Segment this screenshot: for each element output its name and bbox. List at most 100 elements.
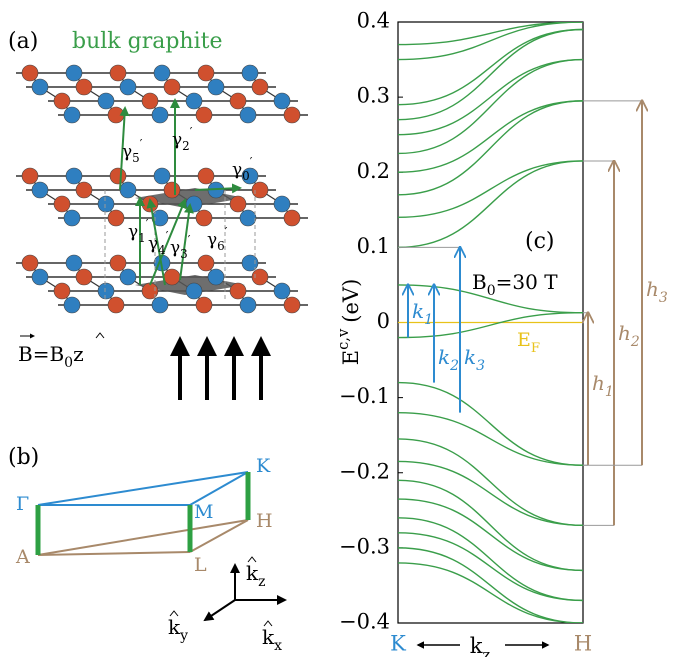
landau-level — [398, 60, 583, 135]
bz-edge — [38, 552, 190, 555]
atom — [240, 210, 256, 226]
panel-b-label: (b) — [8, 445, 39, 470]
atom — [76, 79, 92, 95]
atom — [274, 93, 290, 109]
landau-level — [398, 563, 583, 623]
landau-level — [398, 161, 583, 247]
x-axis-label-part: z — [482, 647, 490, 657]
hopping-label-part: 3 — [180, 247, 188, 261]
hopping-label-part: ′ — [140, 137, 143, 151]
hopping-label-part: 6 — [217, 239, 225, 253]
atom — [54, 196, 70, 212]
k-axis-label-part: x — [274, 638, 282, 654]
y-tick-label: 0.3 — [357, 84, 390, 108]
atom — [274, 283, 290, 299]
y-axis-label-part: (eV) — [339, 279, 363, 323]
h-transition-label: h2 — [618, 321, 640, 351]
atom — [164, 182, 180, 198]
atom — [54, 93, 70, 109]
k-transition-label: k3 — [464, 345, 485, 375]
atom — [108, 297, 124, 313]
atom — [274, 196, 290, 212]
y-tick-label: 0 — [377, 309, 390, 333]
atom — [98, 283, 114, 299]
landau-level — [398, 22, 583, 60]
h-transition-label: h1 — [592, 371, 614, 401]
hopping-label-part: 1 — [138, 231, 146, 245]
atom — [154, 168, 170, 184]
field-value-label-part: B — [472, 270, 487, 294]
atom — [120, 79, 136, 95]
x-axis-label-part: k — [470, 634, 483, 657]
h-transition-label-part: h — [618, 321, 631, 345]
atom — [110, 255, 126, 271]
field-value-label-part: =30 T — [496, 270, 559, 294]
fermi-label: EF — [517, 329, 540, 356]
hopping-label-part: 2 — [182, 139, 190, 153]
k-axis-label-part: k — [262, 625, 275, 649]
hopping-label: γ5′ — [122, 137, 143, 165]
bz-point-label: Γ — [16, 493, 29, 515]
y-tick-label: 0.1 — [357, 234, 390, 258]
atom — [22, 168, 38, 184]
atom — [230, 93, 246, 109]
atom — [208, 269, 224, 285]
atom — [252, 79, 268, 95]
hopping-label: γ4′ — [148, 229, 169, 257]
atom — [76, 182, 92, 198]
atom — [242, 255, 258, 271]
atom — [284, 210, 300, 226]
atom — [22, 65, 38, 81]
hopping-label-part: 5 — [132, 151, 140, 165]
atom — [196, 107, 212, 123]
atom — [120, 182, 136, 198]
atom — [64, 107, 80, 123]
k-axis-label: kz — [246, 561, 266, 591]
k-axis-label-part: z — [258, 574, 265, 590]
landau-level — [398, 518, 583, 601]
hopping-label-part: ′ — [250, 155, 253, 169]
atom — [230, 196, 246, 212]
field-label: B=B0z — [18, 342, 84, 372]
atom — [154, 65, 170, 81]
atom — [186, 93, 202, 109]
atom — [240, 297, 256, 313]
field-label-part: z — [73, 342, 84, 366]
atom — [208, 79, 224, 95]
atom — [196, 210, 212, 226]
field-label-part: 0 — [64, 355, 73, 371]
bz-point-label: M — [194, 501, 213, 523]
atom — [284, 297, 300, 313]
panel-c-label: (c) — [525, 229, 555, 254]
atom — [186, 283, 202, 299]
h-transition-label-part: h — [646, 277, 659, 301]
hopping-label-part: γ — [172, 130, 182, 150]
atom — [198, 168, 214, 184]
atom — [66, 65, 82, 81]
hopping-label: γ3′ — [170, 233, 191, 261]
x-tick-label: H — [574, 632, 592, 656]
hopping-label-part: γ — [170, 238, 180, 258]
hopping-label-part: γ — [128, 222, 138, 242]
y-tick-label: −0.1 — [339, 384, 390, 408]
hopping-label: γ1′ — [128, 217, 149, 245]
hopping-label-part: ′ — [146, 217, 149, 231]
hopping-label-part: ′ — [225, 225, 228, 239]
atom — [284, 107, 300, 123]
hopping-label-part: 0 — [242, 169, 250, 183]
k-transition-label-part: 2 — [449, 358, 459, 374]
hopping-label-part: ′ — [190, 125, 193, 139]
k-axis-label-part: y — [179, 628, 188, 644]
y-axis-label: Ec,v(eV) — [335, 279, 363, 366]
k-axis-label-part: k — [246, 561, 259, 585]
hopping-label: γ2′ — [172, 125, 193, 153]
k-transition-label: k2 — [438, 345, 459, 375]
atom — [240, 107, 256, 123]
atom — [76, 269, 92, 285]
atom — [196, 297, 212, 313]
atom — [142, 93, 158, 109]
hopping-label-part: γ — [207, 230, 217, 250]
atom — [230, 283, 246, 299]
hopping-label-part: ′ — [166, 229, 169, 243]
k-transition-label-part: 1 — [424, 312, 433, 328]
